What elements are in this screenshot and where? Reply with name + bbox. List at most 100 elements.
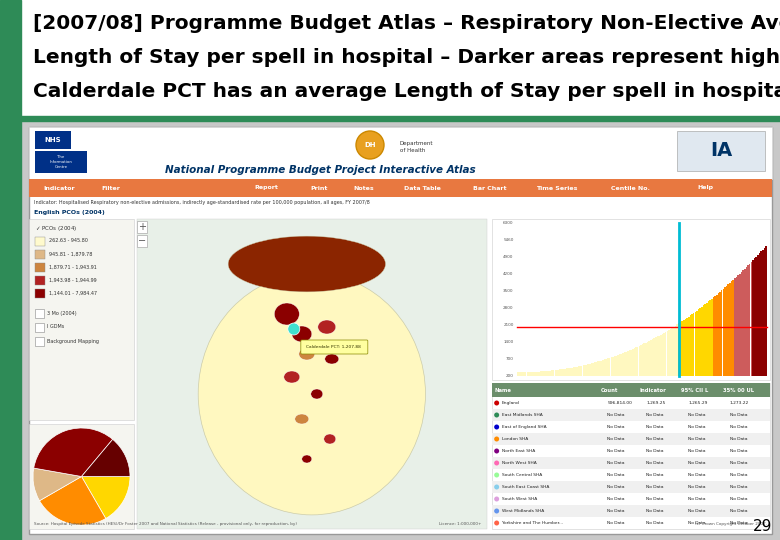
Bar bbox=[611, 357, 612, 376]
Wedge shape bbox=[40, 476, 106, 525]
Text: No Data: No Data bbox=[608, 521, 625, 525]
Bar bbox=[719, 292, 721, 376]
Text: 200: 200 bbox=[505, 374, 514, 378]
Text: No Data: No Data bbox=[647, 449, 664, 453]
Bar bbox=[632, 349, 633, 376]
Bar bbox=[648, 341, 650, 376]
Bar bbox=[0, 0, 21, 540]
Bar bbox=[574, 367, 576, 376]
Bar bbox=[686, 318, 688, 376]
Text: No Data: No Data bbox=[730, 521, 747, 525]
Text: No Data: No Data bbox=[608, 497, 625, 501]
Bar bbox=[612, 357, 614, 376]
Bar bbox=[566, 368, 568, 376]
Ellipse shape bbox=[299, 348, 315, 360]
Bar bbox=[544, 371, 546, 376]
Text: No Data: No Data bbox=[730, 413, 747, 417]
Bar bbox=[537, 372, 538, 376]
Bar bbox=[750, 262, 752, 376]
Ellipse shape bbox=[229, 236, 385, 292]
Bar bbox=[722, 289, 724, 376]
Text: 2100: 2100 bbox=[503, 323, 514, 327]
Bar bbox=[535, 372, 537, 376]
Bar bbox=[764, 248, 765, 376]
Bar bbox=[749, 264, 750, 376]
Text: Background Mapping: Background Mapping bbox=[47, 339, 99, 343]
Text: No Data: No Data bbox=[647, 497, 664, 501]
Bar bbox=[718, 293, 719, 376]
Bar bbox=[491, 383, 770, 397]
Text: Bar Chart: Bar Chart bbox=[473, 186, 506, 191]
Bar bbox=[706, 303, 707, 376]
Text: Name: Name bbox=[495, 388, 512, 393]
Bar bbox=[605, 359, 607, 376]
Bar bbox=[563, 369, 565, 376]
Bar bbox=[690, 315, 691, 376]
Text: Length of Stay per spell in hospital – Darker areas represent higher LOS: Length of Stay per spell in hospital – D… bbox=[33, 48, 780, 67]
Bar bbox=[629, 350, 630, 376]
Text: [2007/08] Programme Budget Atlas – Respiratory Non-Elective Average: [2007/08] Programme Budget Atlas – Respi… bbox=[33, 14, 780, 33]
Text: Indicator: Indicator bbox=[640, 388, 666, 393]
Bar bbox=[714, 296, 716, 376]
Bar bbox=[747, 265, 749, 376]
FancyBboxPatch shape bbox=[301, 340, 368, 354]
Text: (c) Crown Copyright October 2007.: (c) Crown Copyright October 2007. bbox=[695, 522, 767, 526]
Bar bbox=[593, 363, 594, 376]
Bar bbox=[573, 367, 574, 376]
Circle shape bbox=[495, 424, 499, 429]
Text: No Data: No Data bbox=[608, 473, 625, 477]
Circle shape bbox=[495, 484, 499, 489]
Bar bbox=[615, 355, 617, 376]
Bar bbox=[516, 372, 518, 376]
Text: No Data: No Data bbox=[688, 485, 706, 489]
Text: Indicator: Hospitalised Respiratory non-elective admissions, indirectly age-stan: Indicator: Hospitalised Respiratory non-… bbox=[34, 200, 370, 205]
Bar bbox=[538, 372, 540, 376]
Ellipse shape bbox=[198, 273, 425, 515]
Bar bbox=[667, 330, 668, 376]
Text: Report: Report bbox=[255, 186, 278, 191]
Text: No Data: No Data bbox=[688, 521, 706, 525]
Bar bbox=[581, 366, 583, 376]
Text: IA: IA bbox=[710, 141, 732, 160]
Bar bbox=[693, 313, 694, 376]
Bar bbox=[622, 353, 624, 376]
Bar bbox=[609, 358, 611, 376]
Ellipse shape bbox=[292, 326, 312, 342]
Bar bbox=[565, 369, 566, 376]
Bar bbox=[627, 351, 629, 376]
Bar bbox=[760, 252, 762, 376]
Text: 1400: 1400 bbox=[503, 340, 514, 344]
Bar bbox=[660, 335, 661, 376]
Bar bbox=[675, 326, 676, 376]
Bar bbox=[704, 304, 706, 376]
Bar bbox=[652, 339, 654, 376]
Text: No Data: No Data bbox=[688, 437, 706, 441]
Bar bbox=[647, 342, 648, 376]
Circle shape bbox=[356, 131, 384, 159]
Bar bbox=[137, 219, 487, 529]
Bar bbox=[721, 291, 722, 376]
Bar bbox=[526, 372, 528, 376]
Text: 262.63 - 945.80: 262.63 - 945.80 bbox=[49, 239, 88, 244]
Bar bbox=[620, 354, 622, 376]
Text: National Programme Budget Project Interactive Atlas: National Programme Budget Project Intera… bbox=[165, 165, 475, 175]
Circle shape bbox=[495, 449, 499, 454]
Text: England: England bbox=[502, 401, 519, 405]
Bar bbox=[678, 323, 679, 376]
Circle shape bbox=[495, 436, 499, 442]
Text: No Data: No Data bbox=[608, 509, 625, 513]
Text: Centile No.: Centile No. bbox=[612, 186, 651, 191]
Text: No Data: No Data bbox=[730, 461, 747, 465]
Bar bbox=[654, 338, 655, 376]
Text: East of England SHA: East of England SHA bbox=[502, 425, 546, 429]
Bar bbox=[580, 366, 581, 376]
Text: 3 Mo (2004): 3 Mo (2004) bbox=[47, 310, 76, 315]
Bar bbox=[602, 360, 604, 376]
Bar bbox=[35, 276, 45, 285]
Text: 6300: 6300 bbox=[503, 221, 514, 225]
Wedge shape bbox=[81, 476, 130, 518]
Bar bbox=[731, 281, 732, 376]
Bar bbox=[523, 372, 525, 376]
Bar bbox=[533, 372, 535, 376]
Text: 1,269.25: 1,269.25 bbox=[647, 401, 666, 405]
